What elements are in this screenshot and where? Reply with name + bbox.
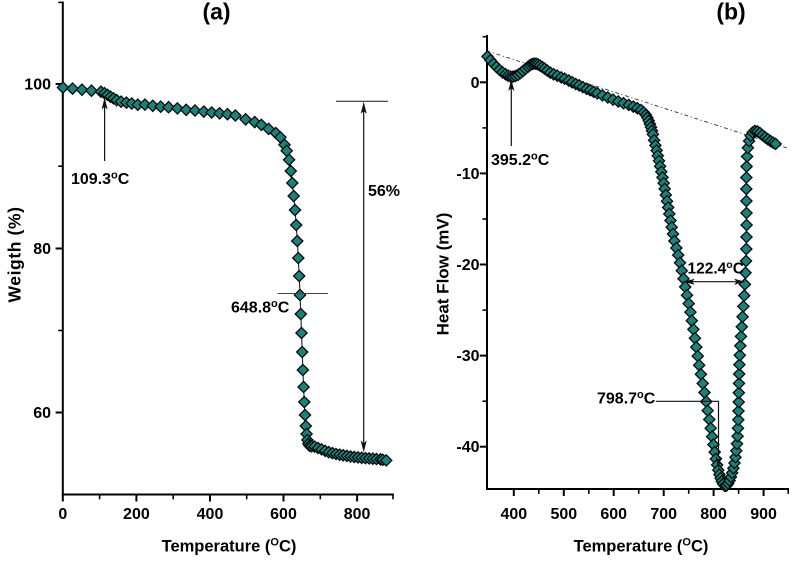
svg-text:400: 400 <box>197 506 224 523</box>
svg-text:-20: -20 <box>456 257 479 274</box>
svg-text:60: 60 <box>33 405 51 422</box>
svg-text:600: 600 <box>600 506 627 523</box>
svg-text:56%: 56% <box>368 183 400 200</box>
svg-text:Heat Flow (mV): Heat Flow (mV) <box>434 213 453 336</box>
svg-text:109.3oC: 109.3oC <box>71 170 130 189</box>
svg-text:798.7oC: 798.7oC <box>597 389 656 408</box>
svg-text:0: 0 <box>58 506 67 523</box>
svg-text:-30: -30 <box>456 348 479 365</box>
svg-text:400: 400 <box>500 506 527 523</box>
svg-text:600: 600 <box>270 506 297 523</box>
svg-text:Weigth (%): Weigth (%) <box>5 206 25 302</box>
svg-text:500: 500 <box>550 506 577 523</box>
svg-text:395.2oC: 395.2oC <box>491 151 550 170</box>
svg-text:0: 0 <box>471 75 480 92</box>
svg-text:(b): (b) <box>716 0 745 25</box>
svg-text:Temperature (OC): Temperature (OC) <box>574 537 709 556</box>
svg-text:900: 900 <box>750 506 777 523</box>
svg-text:800: 800 <box>700 506 727 523</box>
svg-text:122.4oC: 122.4oC <box>688 259 744 278</box>
svg-text:100: 100 <box>24 77 51 94</box>
svg-text:700: 700 <box>650 506 677 523</box>
svg-text:(a): (a) <box>202 0 230 25</box>
svg-text:Temperature (OC): Temperature (OC) <box>162 537 297 556</box>
svg-text:-40: -40 <box>456 439 479 456</box>
svg-text:648.8oC: 648.8oC <box>231 298 290 317</box>
svg-text:200: 200 <box>123 506 150 523</box>
svg-text:-10: -10 <box>456 166 479 183</box>
svg-text:80: 80 <box>33 241 51 258</box>
svg-text:800: 800 <box>344 506 371 523</box>
